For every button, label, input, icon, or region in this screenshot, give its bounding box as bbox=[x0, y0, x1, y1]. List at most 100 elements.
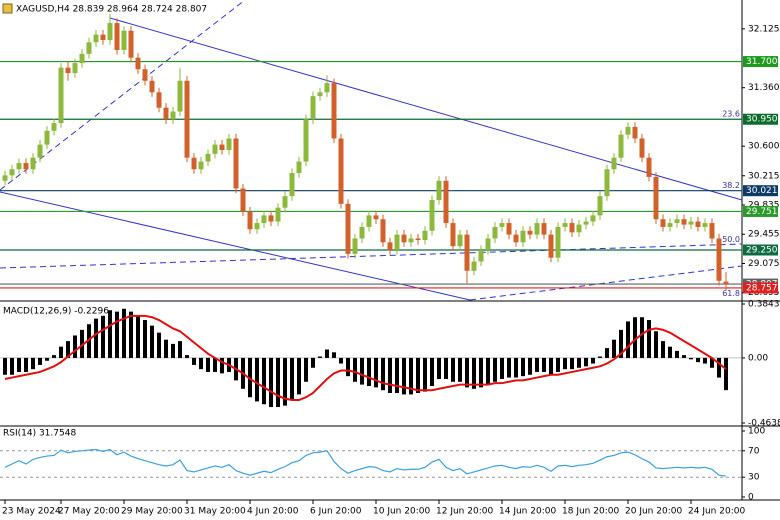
candle-body bbox=[23, 163, 29, 170]
macd-bar bbox=[598, 356, 602, 358]
macd-bar bbox=[248, 357, 252, 398]
macd-bar bbox=[549, 357, 553, 375]
macd-bar bbox=[318, 356, 322, 358]
macd-bar bbox=[612, 339, 616, 358]
macd-bar bbox=[87, 324, 91, 358]
candle-body bbox=[275, 207, 281, 222]
macd-bar bbox=[374, 357, 378, 388]
macd-title: MACD(12,26,9) -0.2296 bbox=[3, 307, 109, 317]
candle-body bbox=[317, 92, 323, 97]
candle-body bbox=[485, 238, 491, 250]
candle-body bbox=[107, 23, 113, 40]
candle-body bbox=[681, 219, 687, 225]
x-tick-label: 23 May 2024 bbox=[2, 507, 61, 517]
macd-bar bbox=[157, 332, 161, 358]
y-tick-label: -0.4638 bbox=[748, 419, 780, 429]
macd-bar bbox=[682, 355, 686, 358]
macd-bar bbox=[423, 357, 427, 392]
macd-bar bbox=[213, 357, 217, 372]
macd-bar bbox=[689, 357, 693, 360]
candle-body bbox=[2, 175, 8, 181]
y-tick-label: 30.215 bbox=[748, 171, 780, 181]
macd-bar bbox=[297, 357, 301, 395]
candle-body bbox=[702, 223, 708, 227]
candle-body bbox=[422, 230, 428, 240]
macd-bar bbox=[108, 310, 112, 358]
macd-bar bbox=[570, 357, 574, 370]
trendline bbox=[0, 243, 743, 269]
candle-body bbox=[513, 234, 519, 243]
candle-body bbox=[16, 163, 22, 170]
candle-body bbox=[247, 211, 253, 230]
candle-body bbox=[639, 138, 645, 158]
macd-bar bbox=[465, 357, 469, 388]
price-level-box bbox=[743, 244, 778, 256]
candle-body bbox=[534, 223, 540, 235]
candle-body bbox=[37, 144, 43, 158]
candle-body bbox=[709, 223, 715, 239]
x-tick-label: 27 May 20:00 bbox=[58, 507, 120, 517]
macd-bar bbox=[290, 357, 294, 401]
y-tick-label: 0.3843 bbox=[748, 300, 780, 310]
macd-bar bbox=[556, 357, 560, 372]
macd-bar bbox=[143, 320, 147, 358]
macd-bar bbox=[696, 357, 700, 363]
candle-body bbox=[240, 188, 246, 212]
candle-body bbox=[191, 157, 197, 170]
macd-bar bbox=[535, 357, 539, 372]
macd-bar bbox=[220, 357, 224, 374]
macd-bar bbox=[724, 357, 728, 391]
candle-body bbox=[478, 250, 484, 262]
candle-body bbox=[429, 200, 435, 231]
candle-body bbox=[51, 123, 57, 131]
macd-bar bbox=[661, 341, 665, 358]
trendlines bbox=[0, 0, 743, 301]
macd-bar bbox=[437, 357, 441, 379]
x-tick-label: 10 Jun 20:00 bbox=[373, 507, 430, 517]
candle-body bbox=[212, 144, 218, 154]
rsi-title: RSI(14) 31.7548 bbox=[3, 429, 76, 439]
candle-body bbox=[618, 134, 624, 158]
macd-bar bbox=[507, 357, 511, 378]
macd-bar bbox=[542, 357, 546, 372]
macd-bar bbox=[339, 357, 343, 364]
candle-body bbox=[541, 223, 547, 235]
chart-title: XAGUSD,H4 28.839 28.964 28.724 28.807 bbox=[16, 5, 207, 15]
macd-bar bbox=[31, 357, 35, 370]
macd-bar bbox=[325, 349, 329, 358]
candle-body bbox=[590, 215, 596, 222]
trendline bbox=[0, 0, 246, 191]
candle-body bbox=[373, 215, 379, 220]
price-level-label: 29.751 bbox=[746, 207, 778, 217]
macd-bar bbox=[101, 315, 105, 358]
macd-bar bbox=[3, 357, 7, 375]
candle-body bbox=[506, 223, 512, 235]
macd-bar bbox=[262, 357, 266, 405]
candle-body bbox=[653, 176, 659, 220]
y-tick-label: 29.075 bbox=[748, 259, 780, 269]
candle-body bbox=[576, 224, 582, 233]
price-level-box bbox=[743, 113, 778, 125]
candle-body bbox=[261, 215, 267, 224]
candle-body bbox=[667, 223, 673, 227]
macd-bar bbox=[647, 320, 651, 358]
candle-body bbox=[79, 53, 85, 64]
macd-bar bbox=[675, 350, 679, 358]
macd-bar bbox=[395, 357, 399, 394]
macd-bar bbox=[605, 348, 609, 358]
candle-body bbox=[324, 83, 330, 93]
candle-body bbox=[380, 219, 386, 243]
candle-body bbox=[450, 223, 456, 247]
macd-bar bbox=[514, 357, 518, 378]
candle-body bbox=[366, 215, 372, 227]
macd-bar bbox=[409, 357, 413, 395]
candle-body bbox=[142, 69, 148, 81]
macd-bar bbox=[381, 357, 385, 391]
macd-bar bbox=[45, 357, 49, 361]
macd-bar bbox=[129, 311, 133, 358]
candle-body bbox=[436, 180, 442, 200]
candle-body bbox=[569, 223, 575, 233]
macd-bar bbox=[276, 357, 280, 408]
